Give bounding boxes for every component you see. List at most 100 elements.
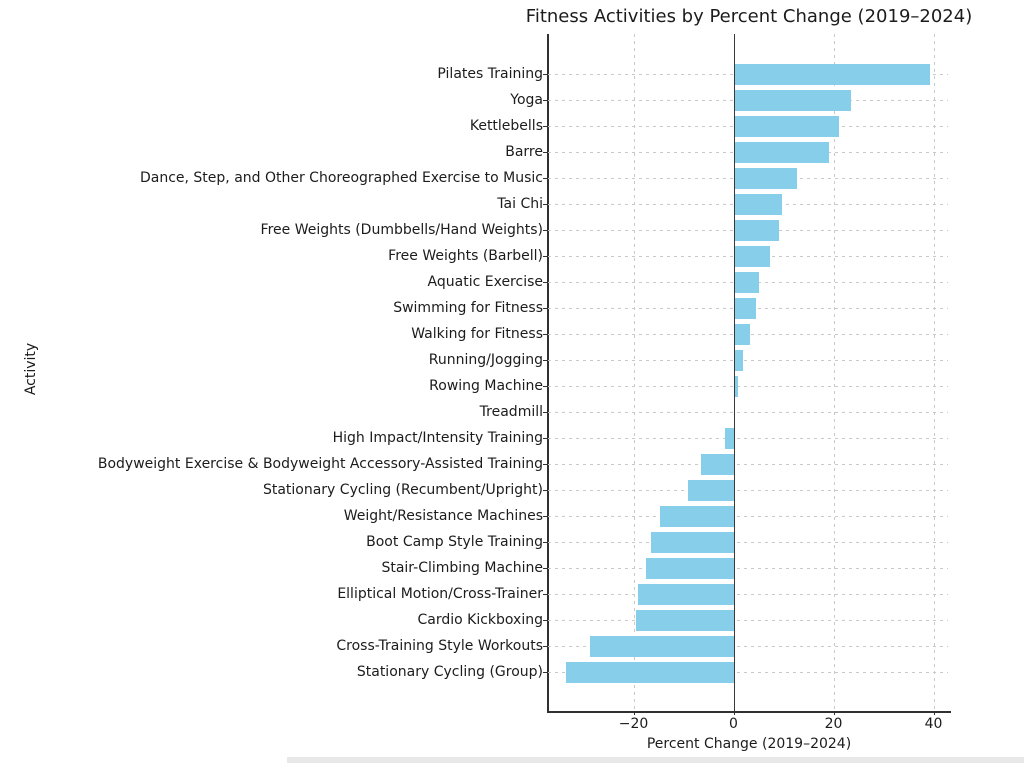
bar: [733, 89, 851, 111]
x-tick-label: 20: [824, 716, 843, 732]
bar: [646, 557, 734, 579]
bar: [733, 193, 782, 215]
bottom-strip: [287, 757, 1024, 763]
y-axis-tick: [543, 230, 547, 232]
y-tick-label: Yoga: [510, 92, 543, 108]
bar: [733, 167, 797, 189]
y-tick-label: Weight/Resistance Machines: [343, 508, 543, 524]
x-gridline: [633, 34, 635, 711]
y-tick-label: Aquatic Exercise: [427, 274, 543, 290]
bar: [733, 141, 829, 163]
bar: [733, 375, 738, 397]
y-tick-label: High Impact/Intensity Training: [332, 430, 543, 446]
bottom-axis-spine: [547, 711, 951, 713]
x-gridline: [933, 34, 935, 711]
y-tick-label: Kettlebells: [469, 118, 543, 134]
x-axis-tick: [733, 711, 735, 715]
plot-area: [543, 34, 951, 715]
y-axis-tick: [543, 204, 547, 206]
y-axis-tick: [543, 386, 547, 388]
y-gridline: [548, 412, 948, 413]
bar: [733, 245, 770, 267]
x-axis-tick: [633, 711, 635, 715]
y-axis-tick: [543, 178, 547, 180]
bar: [651, 531, 734, 553]
x-tick-label: 40: [924, 716, 943, 732]
y-gridline: [548, 594, 948, 595]
y-tick-label: Walking for Fitness: [411, 326, 543, 342]
y-gridline: [548, 360, 948, 361]
y-tick-label: Rowing Machine: [429, 378, 543, 394]
y-tick-label: Barre: [505, 144, 543, 160]
y-tick-label: Bodyweight Exercise & Bodyweight Accesso…: [97, 456, 543, 472]
y-tick-label: Elliptical Motion/Cross-Trainer: [337, 586, 543, 602]
y-axis-tick: [543, 672, 547, 674]
bar: [733, 349, 743, 371]
y-axis-tick: [543, 152, 547, 154]
bar: [724, 427, 734, 449]
x-axis-tick: [833, 711, 835, 715]
y-gridline: [548, 672, 948, 673]
y-gridline: [548, 646, 948, 647]
bar: [660, 505, 734, 527]
y-axis-tick: [543, 360, 547, 362]
y-axis-tick: [543, 100, 547, 102]
y-axis-tick: [543, 516, 547, 518]
bar: [733, 297, 756, 319]
y-gridline: [548, 620, 948, 621]
y-tick-label: Boot Camp Style Training: [366, 534, 543, 550]
x-tick-label: 0: [729, 716, 738, 732]
bar: [688, 479, 734, 501]
y-gridline: [548, 568, 948, 569]
bar: [733, 115, 839, 137]
y-axis-tick: [543, 542, 547, 544]
y-tick-label: Swimming for Fitness: [393, 300, 543, 316]
y-gridline: [548, 386, 948, 387]
y-axis-tick: [543, 282, 547, 284]
y-axis-tick: [543, 334, 547, 336]
y-axis-tick: [543, 490, 547, 492]
x-axis-label: Percent Change (2019–2024): [646, 736, 852, 752]
y-gridline: [548, 438, 948, 439]
y-axis-tick: [543, 74, 547, 76]
y-axis-tick: [543, 412, 547, 414]
y-axis-tick: [543, 594, 547, 596]
left-axis-spine: [547, 34, 549, 712]
bar: [733, 63, 930, 85]
x-gridline: [833, 34, 835, 711]
y-axis-tick: [543, 568, 547, 570]
bar: [637, 583, 734, 605]
bar: [589, 635, 734, 657]
y-tick-label: Cardio Kickboxing: [417, 612, 544, 628]
y-tick-label: Free Weights (Dumbbells/Hand Weights): [260, 222, 543, 238]
y-tick-label: Stationary Cycling (Group): [356, 664, 543, 680]
bar: [636, 609, 734, 631]
y-gridline: [548, 542, 948, 543]
x-axis-tick: [933, 711, 935, 715]
bar: [733, 271, 759, 293]
y-tick-label: Tai Chi: [497, 196, 543, 212]
y-tick-label: Dance, Step, and Other Choreographed Exe…: [139, 170, 543, 186]
y-tick-label: Pilates Training: [437, 66, 543, 82]
y-tick-label: Treadmill: [479, 404, 543, 420]
y-axis-tick: [543, 308, 547, 310]
y-axis-tick: [543, 646, 547, 648]
y-gridline: [548, 490, 948, 491]
y-axis-tick: [543, 620, 547, 622]
y-axis-tick: [543, 464, 547, 466]
chart-title: Fitness Activities by Percent Change (20…: [525, 6, 973, 27]
y-gridline: [548, 516, 948, 517]
y-axis-tick: [543, 438, 547, 440]
bar: [566, 661, 734, 683]
zero-line: [733, 34, 735, 711]
bar: [733, 219, 779, 241]
y-tick-label: Stationary Cycling (Recumbent/Upright): [262, 482, 543, 498]
y-axis-tick: [543, 126, 547, 128]
bar: [733, 323, 750, 345]
y-tick-label: Running/Jogging: [428, 352, 543, 368]
x-tick-label: −20: [618, 716, 649, 732]
y-tick-label: Cross-Training Style Workouts: [336, 638, 543, 654]
y-tick-label: Stair-Climbing Machine: [381, 560, 543, 576]
y-gridline: [548, 464, 948, 465]
